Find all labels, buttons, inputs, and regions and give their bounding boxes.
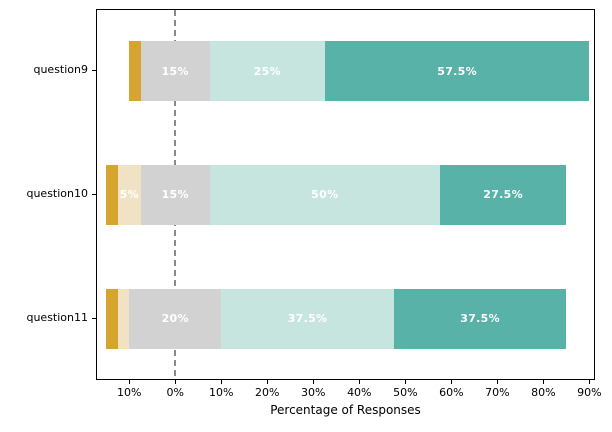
bar-segment-teal: 37.5% [393, 288, 567, 349]
x-tick [358, 380, 360, 384]
x-tick [588, 380, 590, 384]
x-tick [496, 380, 498, 384]
bar-segment-label: 37.5% [460, 312, 500, 326]
x-tick-label: 10% [116, 386, 142, 399]
x-tick-label: 10% [209, 386, 234, 399]
y-tick [92, 317, 96, 319]
y-tick-label: question11 [26, 310, 88, 324]
x-tick [220, 380, 222, 384]
bar-segment-gold [106, 164, 118, 225]
bar-segment-label: 20% [161, 312, 189, 326]
bar-segment-teal: 57.5% [324, 41, 590, 102]
x-tick [128, 380, 130, 384]
x-tick-label: 0% [166, 386, 184, 399]
bar-segment-gold [106, 288, 118, 349]
x-tick [312, 380, 314, 384]
y-tick-label: question9 [33, 63, 88, 77]
x-tick [450, 380, 452, 384]
bar-segment-gray-neutral: 20% [129, 288, 222, 349]
bar-segment-cream: 5% [117, 164, 141, 225]
bar-segment-label: 27.5% [483, 188, 523, 201]
bar-segment-cream [117, 288, 130, 349]
x-tick-label: 80% [531, 386, 556, 399]
bar-segment-gold [129, 41, 141, 102]
y-tick [92, 193, 96, 195]
bar-segment-light-teal: 37.5% [221, 288, 394, 349]
bar-segment-label: 25% [253, 64, 281, 78]
bar-segment-light-teal: 25% [209, 41, 325, 102]
bar-segment-light-teal: 50% [209, 164, 440, 225]
bar-segment-label: 57.5% [437, 64, 477, 78]
y-tick-label: question10 [26, 186, 88, 200]
bar-segment-label: 37.5% [287, 312, 328, 326]
x-tick-label: 40% [347, 386, 372, 399]
x-tick-label: 60% [439, 386, 464, 399]
bar-segment-label: 5% [119, 188, 139, 201]
x-tick [542, 380, 544, 384]
x-tick [174, 380, 176, 384]
x-tick-label: 20% [255, 386, 280, 399]
bar-segment-label: 15% [161, 188, 189, 201]
x-tick-label: 50% [393, 386, 418, 399]
bar-segment-gray-neutral: 15% [140, 164, 210, 225]
x-tick-label: 30% [301, 386, 326, 399]
x-axis-label: Percentage of Responses [270, 403, 421, 417]
y-tick [92, 70, 96, 72]
x-tick [404, 380, 406, 384]
x-tick [266, 380, 268, 384]
plot-area: 15% 25% 57.5% 5% 15% 50% 27.5% 20% 37.5% 37.5% [96, 9, 595, 380]
bar-segment-label: 15% [161, 64, 189, 78]
bar-segment-label: 50% [311, 188, 339, 201]
bar-segment-teal: 27.5% [439, 164, 567, 225]
x-tick-label: 90% [577, 386, 602, 399]
x-tick-label: 70% [485, 386, 510, 399]
bar-segment-gray-neutral: 15% [140, 41, 210, 102]
